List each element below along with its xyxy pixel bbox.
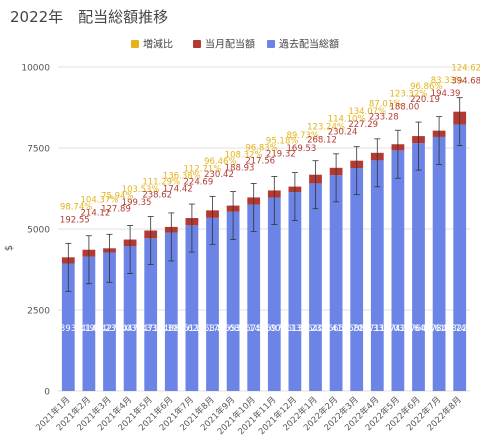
y-tick-label: 7500 bbox=[27, 145, 50, 155]
bar-past-total bbox=[267, 197, 281, 391]
bar-past-total bbox=[309, 183, 322, 391]
ratio-label: 114.10% bbox=[328, 114, 366, 124]
legend-label-past-total: 過去配当総額 bbox=[279, 38, 339, 51]
bar-past-total bbox=[329, 175, 343, 391]
ratio-label: 123.24% bbox=[307, 122, 345, 132]
past-total-label: 4146.23 bbox=[81, 324, 116, 334]
label-layer: 98.74% 192.55 3933.19 104.37% 214.12 4146.23 7… bbox=[60, 63, 480, 334]
bar-past-total bbox=[144, 238, 158, 391]
past-total-label: 8226.42 bbox=[451, 324, 480, 334]
bar-past-total bbox=[206, 217, 219, 391]
legend-swatch-monthly bbox=[193, 40, 201, 48]
past-total-label: 7118.03 bbox=[369, 324, 404, 334]
past-total-label: 6139.23 bbox=[287, 324, 322, 334]
ratio-label: 103.53% bbox=[122, 185, 160, 195]
ratio-label: 98.74% bbox=[60, 203, 92, 213]
bar-past-total bbox=[103, 252, 116, 391]
ratio-label: 124.62% bbox=[451, 63, 480, 73]
bar-past-total bbox=[82, 256, 96, 391]
past-total-label: 4714.39 bbox=[142, 324, 177, 334]
y-axis-label: $ bbox=[4, 245, 15, 251]
ratio-label: 123.32% bbox=[390, 89, 428, 99]
past-total-label: 6657.70 bbox=[328, 324, 363, 334]
ratio-label: 111.29% bbox=[142, 177, 180, 187]
ratio-label: 136.38% bbox=[163, 172, 201, 182]
ratio-label: 104.37% bbox=[81, 196, 119, 206]
ratio-label: 83.33% bbox=[431, 76, 463, 86]
legend-swatch-past-total bbox=[267, 40, 275, 48]
ratio-label: 75.94% bbox=[101, 191, 133, 201]
monthly-label: 238.62 bbox=[142, 190, 172, 200]
bar-past-total bbox=[432, 136, 446, 391]
bar-past-total bbox=[123, 245, 137, 391]
past-total-label: 5533.14 bbox=[225, 324, 260, 334]
y-tick-label: 5000 bbox=[27, 226, 50, 236]
legend-label-monthly: 当月配当額 bbox=[205, 38, 255, 51]
monthly-label: 220.19 bbox=[410, 95, 440, 105]
bar-past-total bbox=[453, 124, 467, 391]
bar-past-total bbox=[185, 225, 199, 391]
bar-past-total bbox=[61, 263, 75, 391]
y-tick-label: 0 bbox=[44, 388, 50, 398]
bar-past-total bbox=[391, 150, 405, 391]
bar-past-total bbox=[164, 232, 178, 391]
y-tick-label: 2500 bbox=[27, 307, 50, 317]
monthly-label: 230.24 bbox=[328, 127, 358, 137]
monthly-label: 224.69 bbox=[184, 177, 214, 187]
past-total-label: 6881.33 bbox=[348, 324, 383, 334]
y-tick-label: 10000 bbox=[21, 64, 50, 74]
ratio-label: 87.01% bbox=[369, 99, 401, 109]
past-total-label: 6407.41 bbox=[307, 324, 342, 334]
past-total-label: 4889.62 bbox=[163, 324, 198, 334]
monthly-label: 194.39 bbox=[431, 89, 461, 99]
bar-past-total bbox=[226, 211, 240, 391]
past-total-label: 4276.03 bbox=[101, 324, 136, 334]
ratio-label: 96.83% bbox=[245, 143, 277, 153]
monthly-label: 233.28 bbox=[369, 112, 399, 122]
monthly-label: 219.32 bbox=[266, 150, 296, 160]
ratio-label: 96.46% bbox=[204, 157, 236, 167]
monthly-label: 188.00 bbox=[390, 102, 420, 112]
past-total-label: 5757.00 bbox=[245, 324, 280, 334]
bar-past-total bbox=[370, 160, 384, 391]
monthly-label: 174.42 bbox=[163, 185, 193, 195]
bar-layer bbox=[61, 97, 467, 391]
ratio-label: 134.07% bbox=[348, 107, 386, 117]
past-total-label: 5113.17 bbox=[184, 324, 219, 334]
ratio-label: 95.18% bbox=[266, 137, 298, 147]
monthly-label: 188.93 bbox=[225, 164, 255, 174]
bar-past-total bbox=[247, 204, 261, 391]
legend: 増減比 当月配当額 過去配当総額 bbox=[131, 38, 339, 51]
legend-label-ratio: 増減比 bbox=[143, 38, 173, 51]
past-total-label: 5344.68 bbox=[204, 324, 239, 334]
monthly-label: 169.53 bbox=[287, 144, 317, 154]
ratio-label: 112.71% bbox=[184, 164, 222, 174]
monthly-label: 230.42 bbox=[204, 170, 234, 180]
ratio-label: 96.86% bbox=[410, 82, 442, 92]
x-axis: 2021年1月2021年2月2021年3月2021年4月2021年5月2021年… bbox=[33, 394, 463, 437]
monthly-label: 199.35 bbox=[122, 198, 152, 208]
past-total-label: 3933.19 bbox=[60, 324, 95, 334]
chart-title: 2022年 配当総額推移 bbox=[10, 8, 169, 26]
monthly-label: 214.12 bbox=[81, 209, 111, 219]
past-total-label: 5970.13 bbox=[266, 324, 301, 334]
ratio-label: 108.32% bbox=[225, 151, 263, 161]
past-total-label: 7841.74 bbox=[431, 324, 466, 334]
monthly-label: 227.29 bbox=[348, 120, 378, 130]
ratio-label: 89.73% bbox=[287, 131, 319, 141]
past-total-label: 7647.61 bbox=[410, 324, 445, 334]
monthly-label: 127.89 bbox=[101, 204, 131, 214]
past-total-label: 4475.33 bbox=[122, 324, 157, 334]
bar-past-total bbox=[350, 168, 364, 391]
monthly-label: 268.12 bbox=[307, 135, 337, 145]
bar-past-total bbox=[412, 143, 425, 391]
past-total-label: 7427.64 bbox=[390, 324, 425, 334]
monthly-label: 217.56 bbox=[245, 156, 275, 166]
bar-past-total bbox=[288, 192, 302, 391]
monthly-label: 192.55 bbox=[60, 216, 90, 226]
legend-swatch-ratio bbox=[131, 40, 139, 48]
monthly-label: 394.68 bbox=[451, 76, 480, 86]
